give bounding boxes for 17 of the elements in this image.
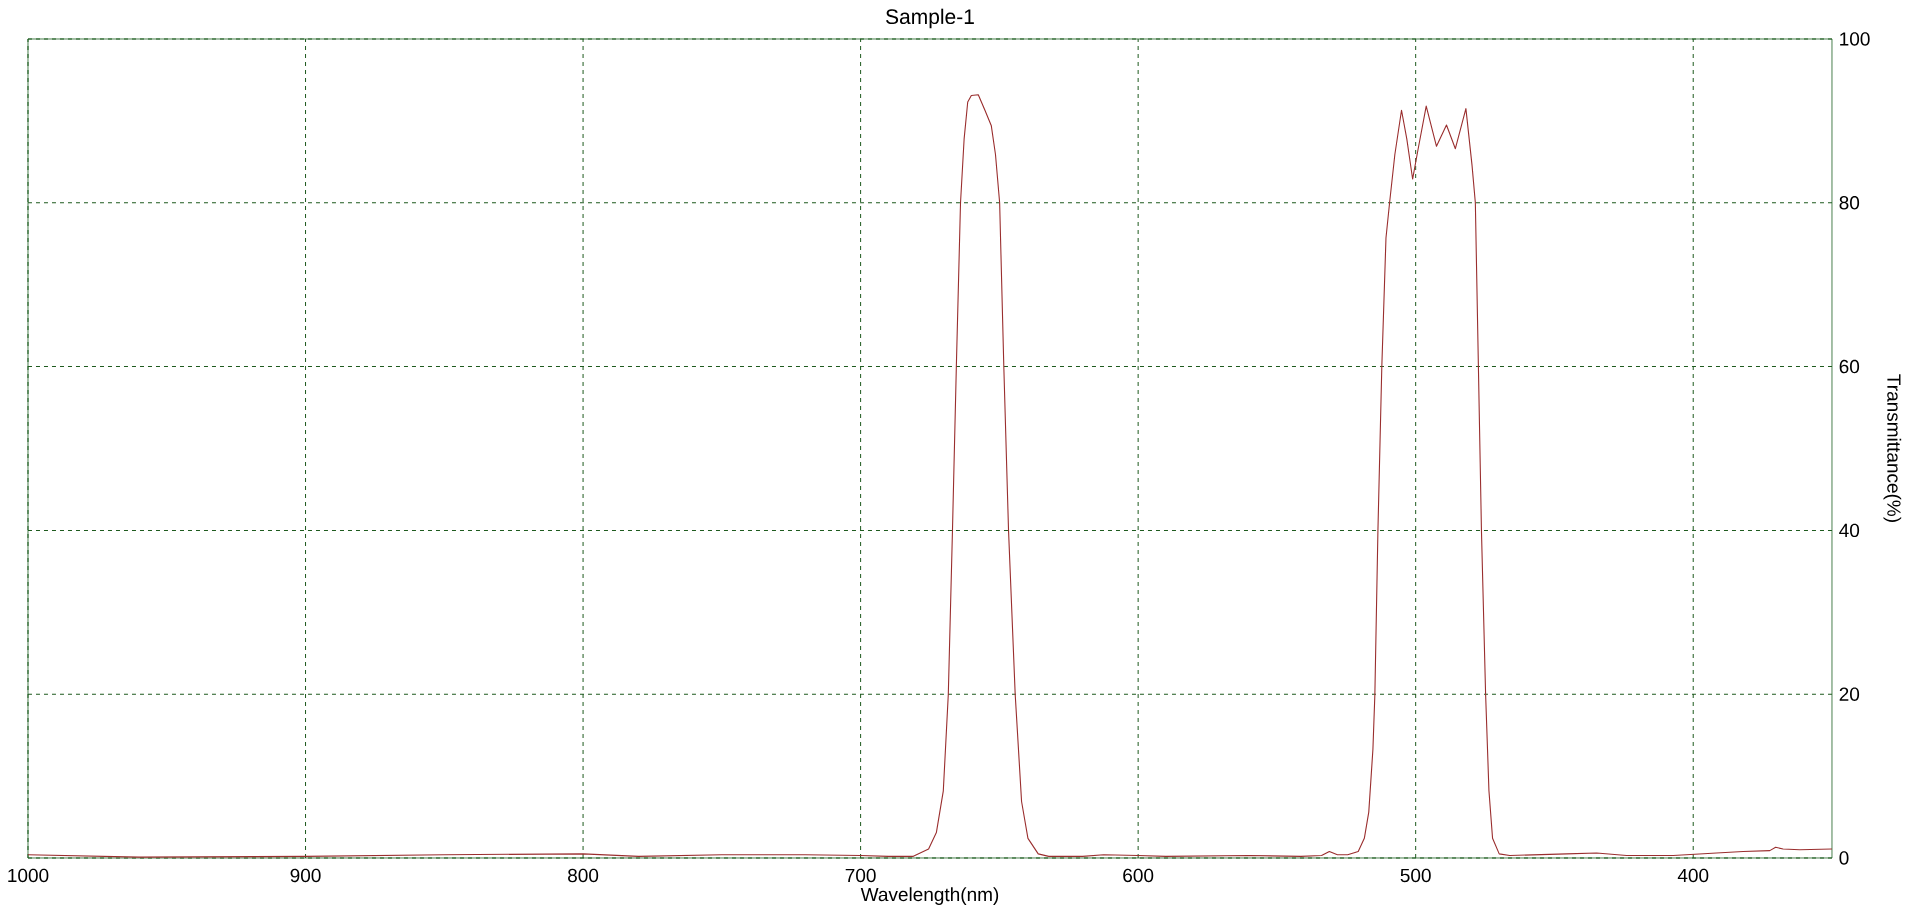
y-tick-label: 80 bbox=[1839, 196, 1860, 210]
x-tick-label: 500 bbox=[1400, 868, 1431, 883]
line-series bbox=[28, 94, 1832, 858]
chart-title: Sample-1 bbox=[885, 8, 974, 29]
y-tick-label: 20 bbox=[1839, 687, 1860, 701]
x-tick-label: 700 bbox=[845, 868, 876, 883]
x-axis-title: Wavelength(nm) bbox=[860, 887, 999, 905]
x-tick-label: 1000 bbox=[8, 868, 49, 883]
y-tick-label: 60 bbox=[1839, 359, 1860, 374]
x-tick-label: 800 bbox=[568, 868, 599, 883]
x-tick-label: 400 bbox=[1677, 868, 1709, 883]
y-tick-label: 0 bbox=[1839, 851, 1849, 865]
y-tick-label: 40 bbox=[1839, 523, 1860, 538]
x-tick-label: 900 bbox=[290, 868, 321, 883]
y-tick-label: 100 bbox=[1840, 32, 1870, 46]
x-tick-label: 600 bbox=[1123, 868, 1154, 883]
y-axis-title: Transmittance(%) bbox=[1883, 374, 1902, 522]
